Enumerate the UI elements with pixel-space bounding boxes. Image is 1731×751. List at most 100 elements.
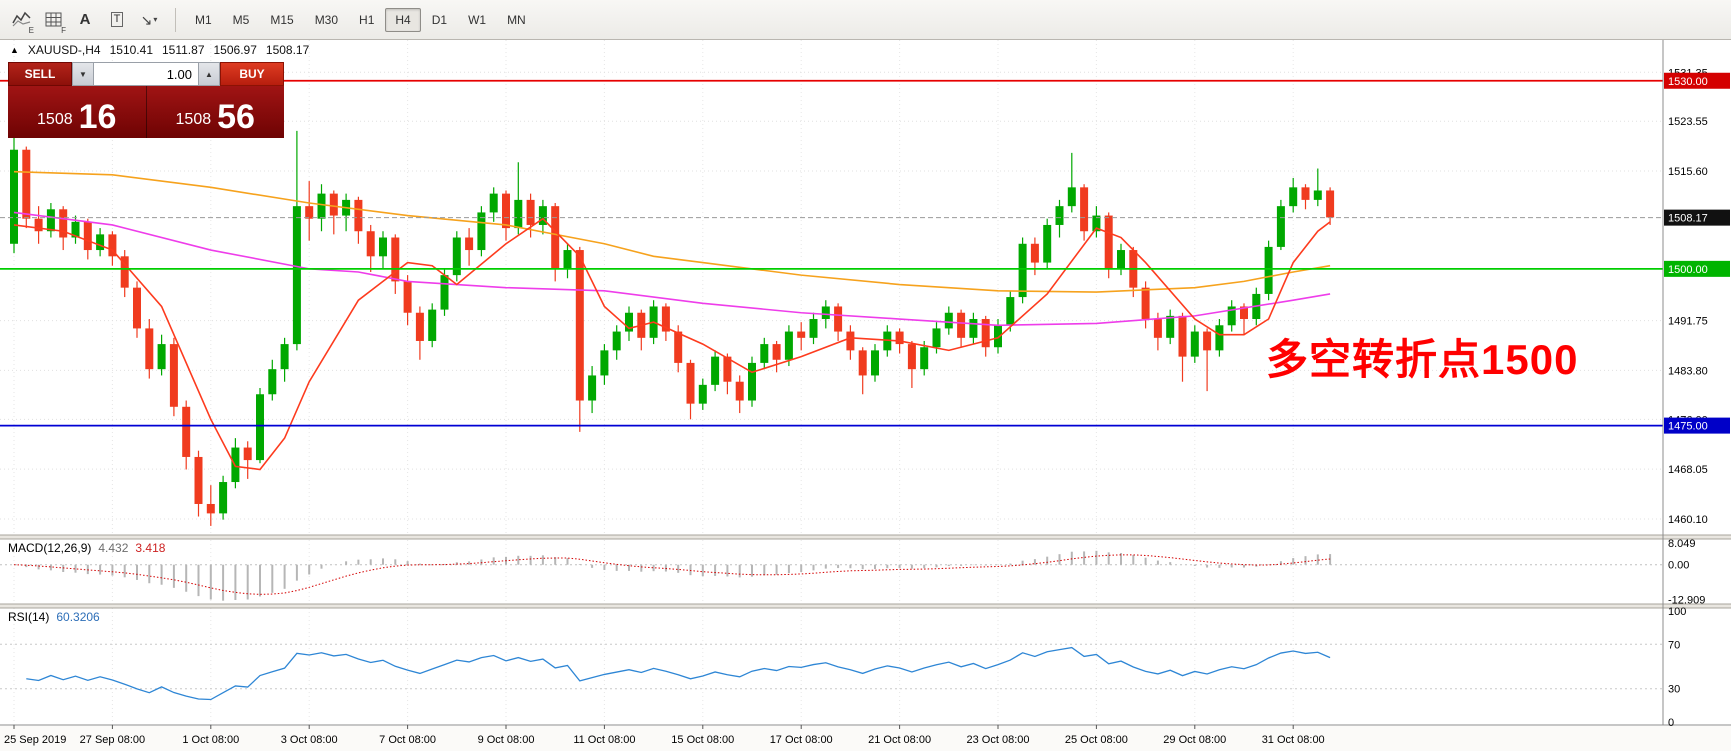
svg-text:1491.75: 1491.75 bbox=[1668, 316, 1708, 328]
time-axis[interactable]: 25 Sep 2019 27 Sep 08:00 1 Oct 08:00 3 Oct … bbox=[4, 725, 1325, 746]
svg-text:1500.00: 1500.00 bbox=[1668, 264, 1708, 276]
buy-button[interactable]: BUY bbox=[220, 62, 284, 86]
svg-text:1 Oct 08:00: 1 Oct 08:00 bbox=[182, 734, 239, 746]
timeframe-M5[interactable]: M5 bbox=[223, 8, 260, 32]
trade-controls-row: SELL ▼ ▲ BUY bbox=[8, 62, 284, 86]
svg-text:25 Oct 08:00: 25 Oct 08:00 bbox=[1065, 734, 1128, 746]
toolbar-separator bbox=[175, 7, 176, 32]
svg-text:1530.00: 1530.00 bbox=[1668, 76, 1708, 88]
svg-text:23 Oct 08:00: 23 Oct 08:00 bbox=[967, 734, 1030, 746]
buy-price-main: 1508 bbox=[175, 111, 212, 128]
svg-text:0.00: 0.00 bbox=[1668, 560, 1689, 572]
ohlc-low: 1506.97 bbox=[213, 43, 257, 57]
timeframe-M30[interactable]: M30 bbox=[305, 8, 348, 32]
svg-text:-12.909: -12.909 bbox=[1668, 595, 1705, 607]
macd-layer bbox=[13, 550, 1332, 601]
svg-text:25 Sep 2019: 25 Sep 2019 bbox=[4, 734, 66, 746]
svg-text:3 Oct 08:00: 3 Oct 08:00 bbox=[281, 734, 338, 746]
svg-text:1475.00: 1475.00 bbox=[1668, 421, 1708, 433]
arrow-tool-icon: ↘ bbox=[140, 11, 153, 28]
sell-price-button[interactable]: 1508 16 bbox=[8, 86, 146, 138]
macd-signal-line bbox=[13, 554, 1331, 595]
svg-text:15 Oct 08:00: 15 Oct 08:00 bbox=[671, 734, 734, 746]
one-click-trading-panel: SELL ▼ ▲ BUY 1508 16 1508 56 bbox=[8, 62, 284, 138]
symbol-header: ▲ XAUUSD-,H4 1510.41 1511.87 1506.97 150… bbox=[10, 43, 309, 57]
timeframe-group: M1 M5 M15 M30 H1 H4 D1 W1 MN bbox=[185, 7, 537, 32]
svg-text:31 Oct 08:00: 31 Oct 08:00 bbox=[1262, 734, 1325, 746]
macd-signal-value: 3.418 bbox=[135, 541, 166, 555]
quote-display: 1508 16 1508 56 bbox=[8, 86, 284, 138]
line-studies-button[interactable]: E bbox=[6, 5, 36, 35]
timeframe-D1[interactable]: D1 bbox=[422, 8, 457, 32]
timeframe-M15[interactable]: M15 bbox=[260, 8, 303, 32]
sell-price-main: 1508 bbox=[37, 111, 73, 128]
rsi-layer bbox=[26, 646, 1331, 701]
ma-orange bbox=[13, 170, 1331, 293]
grid-layer bbox=[0, 40, 1663, 725]
macd-name: MACD(12,26,9) bbox=[8, 541, 92, 555]
ma-magenta bbox=[13, 211, 1331, 327]
svg-text:1460.10: 1460.10 bbox=[1668, 514, 1708, 526]
text-label-tool-button[interactable]: T bbox=[102, 5, 132, 35]
sell-button[interactable]: SELL bbox=[8, 62, 72, 86]
svg-text:8.049: 8.049 bbox=[1668, 538, 1696, 550]
svg-text:30: 30 bbox=[1668, 684, 1680, 696]
symbol-label: XAUUSD-,H4 bbox=[27, 43, 101, 57]
svg-text:11 Oct 08:00: 11 Oct 08:00 bbox=[573, 734, 635, 746]
svg-text:9 Oct 08:00: 9 Oct 08:00 bbox=[478, 734, 535, 746]
macd-panel-label: MACD(12,26,9) 4.432 3.418 bbox=[8, 541, 165, 555]
sell-price-pips: 16 bbox=[78, 98, 117, 137]
timeframe-MN[interactable]: MN bbox=[497, 8, 536, 32]
svg-text:0: 0 bbox=[1668, 717, 1674, 729]
chart-background bbox=[0, 40, 1731, 751]
moving-averages-layer bbox=[13, 170, 1331, 471]
svg-text:1515.60: 1515.60 bbox=[1668, 166, 1708, 178]
buy-price-button[interactable]: 1508 56 bbox=[145, 86, 285, 138]
lot-decrease-button[interactable]: ▼ bbox=[72, 62, 94, 86]
text-label-icon: T bbox=[110, 11, 124, 28]
timeframe-W1[interactable]: W1 bbox=[458, 8, 496, 32]
line-studies-icon bbox=[11, 11, 31, 27]
rsi-name: RSI(14) bbox=[8, 610, 50, 624]
macd-value: 4.432 bbox=[98, 541, 129, 555]
lot-increase-button[interactable]: ▲ bbox=[198, 62, 220, 86]
timeframe-M1[interactable]: M1 bbox=[185, 8, 222, 32]
svg-text:70: 70 bbox=[1668, 639, 1680, 651]
chart-canvas[interactable]: 1531.351523.551515.601491.751483.801476.… bbox=[0, 40, 1731, 751]
svg-text:1483.80: 1483.80 bbox=[1668, 365, 1708, 377]
svg-text:1508.17: 1508.17 bbox=[1668, 213, 1708, 225]
price-axis[interactable]: 1531.351523.551515.601491.751483.801476.… bbox=[1664, 67, 1730, 729]
ohlc-open: 1510.41 bbox=[109, 43, 153, 57]
chart-annotation: 多空转折点1500 bbox=[1266, 336, 1579, 383]
timeframe-H1[interactable]: H1 bbox=[349, 8, 384, 32]
svg-text:17 Oct 08:00: 17 Oct 08:00 bbox=[770, 734, 833, 746]
collapse-arrow-icon[interactable]: ▲ bbox=[10, 45, 19, 55]
grid-icon bbox=[45, 12, 61, 27]
buy-price-pips: 56 bbox=[217, 98, 255, 137]
text-tool-icon: A bbox=[79, 11, 91, 28]
svg-text:29 Oct 08:00: 29 Oct 08:00 bbox=[1163, 734, 1226, 746]
lot-size-input[interactable] bbox=[94, 62, 198, 86]
rsi-panel-label: RSI(14) 60.3206 bbox=[8, 610, 100, 624]
chevron-down-icon: ▾ bbox=[153, 15, 158, 24]
grid-button[interactable]: F bbox=[38, 5, 68, 35]
ohlc-high: 1511.87 bbox=[162, 43, 205, 57]
frame-layer bbox=[0, 40, 1731, 751]
main-toolbar: E F A T ↘ ▾ M1 M5 M15 M30 H1 H4 D1 W1 MN bbox=[0, 0, 1731, 40]
text-tool-button[interactable]: A bbox=[70, 5, 100, 35]
rsi-line bbox=[26, 646, 1331, 701]
ma-red bbox=[13, 217, 1331, 471]
ohlc-close: 1508.17 bbox=[265, 43, 310, 57]
timeframe-H4[interactable]: H4 bbox=[385, 7, 421, 32]
svg-text:7 Oct 08:00: 7 Oct 08:00 bbox=[379, 734, 436, 746]
svg-text:21 Oct 08:00: 21 Oct 08:00 bbox=[868, 734, 931, 746]
arrow-tool-button[interactable]: ↘ ▾ bbox=[134, 5, 164, 35]
tool-sub-label: F bbox=[61, 25, 66, 35]
svg-text:1468.05: 1468.05 bbox=[1668, 464, 1708, 476]
tool-sub-label: E bbox=[28, 25, 34, 35]
svg-text:27 Sep 08:00: 27 Sep 08:00 bbox=[80, 734, 145, 746]
rsi-value: 60.3206 bbox=[56, 610, 100, 624]
svg-text:100: 100 bbox=[1668, 606, 1686, 618]
svg-text:1523.55: 1523.55 bbox=[1668, 116, 1708, 128]
